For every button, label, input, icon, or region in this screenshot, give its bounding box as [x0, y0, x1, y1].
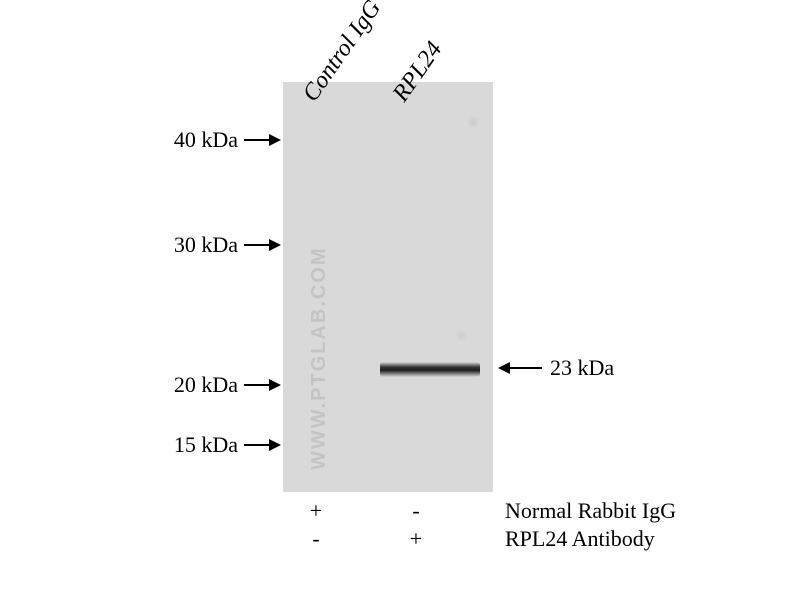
detected-band-rpl24	[380, 362, 480, 377]
legend-symbol: -	[304, 526, 328, 552]
band-arrow-23kda	[498, 362, 542, 374]
legend-symbol: -	[404, 498, 428, 524]
mw-label-40: 40 kDa	[174, 127, 238, 153]
legend-row-rpl24-ab: - + RPL24 Antibody	[0, 525, 800, 553]
mw-arrow-15	[244, 439, 281, 451]
figure-container: WWW.PTGLAB.COM Control IgG RPL24 40 kDa …	[0, 0, 800, 600]
arrow-head-icon	[269, 379, 281, 391]
arrow-head-icon	[269, 239, 281, 251]
membrane-noise	[455, 330, 469, 342]
mw-label-15: 15 kDa	[174, 432, 238, 458]
arrow-head-icon	[498, 362, 510, 374]
legend-symbol: +	[304, 498, 328, 524]
mw-arrow-40	[244, 134, 281, 146]
arrow-stem	[244, 444, 269, 446]
band-label-23kda: 23 kDa	[550, 355, 614, 381]
mw-label-30: 30 kDa	[174, 232, 238, 258]
legend-text-rpl24-ab: RPL24 Antibody	[505, 526, 655, 552]
mw-arrow-30	[244, 239, 281, 251]
arrow-head-icon	[269, 439, 281, 451]
arrow-stem	[510, 367, 542, 369]
arrow-stem	[244, 244, 269, 246]
legend-row-normal-igg: + - Normal Rabbit IgG	[0, 497, 800, 525]
legend-symbol: +	[404, 526, 428, 552]
arrow-stem	[244, 384, 269, 386]
mw-label-20: 20 kDa	[174, 372, 238, 398]
legend-text-normal-igg: Normal Rabbit IgG	[505, 498, 676, 524]
mw-arrow-20	[244, 379, 281, 391]
arrow-stem	[244, 139, 269, 141]
arrow-head-icon	[269, 134, 281, 146]
watermark-text: WWW.PTGLAB.COM	[308, 246, 331, 470]
membrane-noise	[468, 112, 478, 132]
